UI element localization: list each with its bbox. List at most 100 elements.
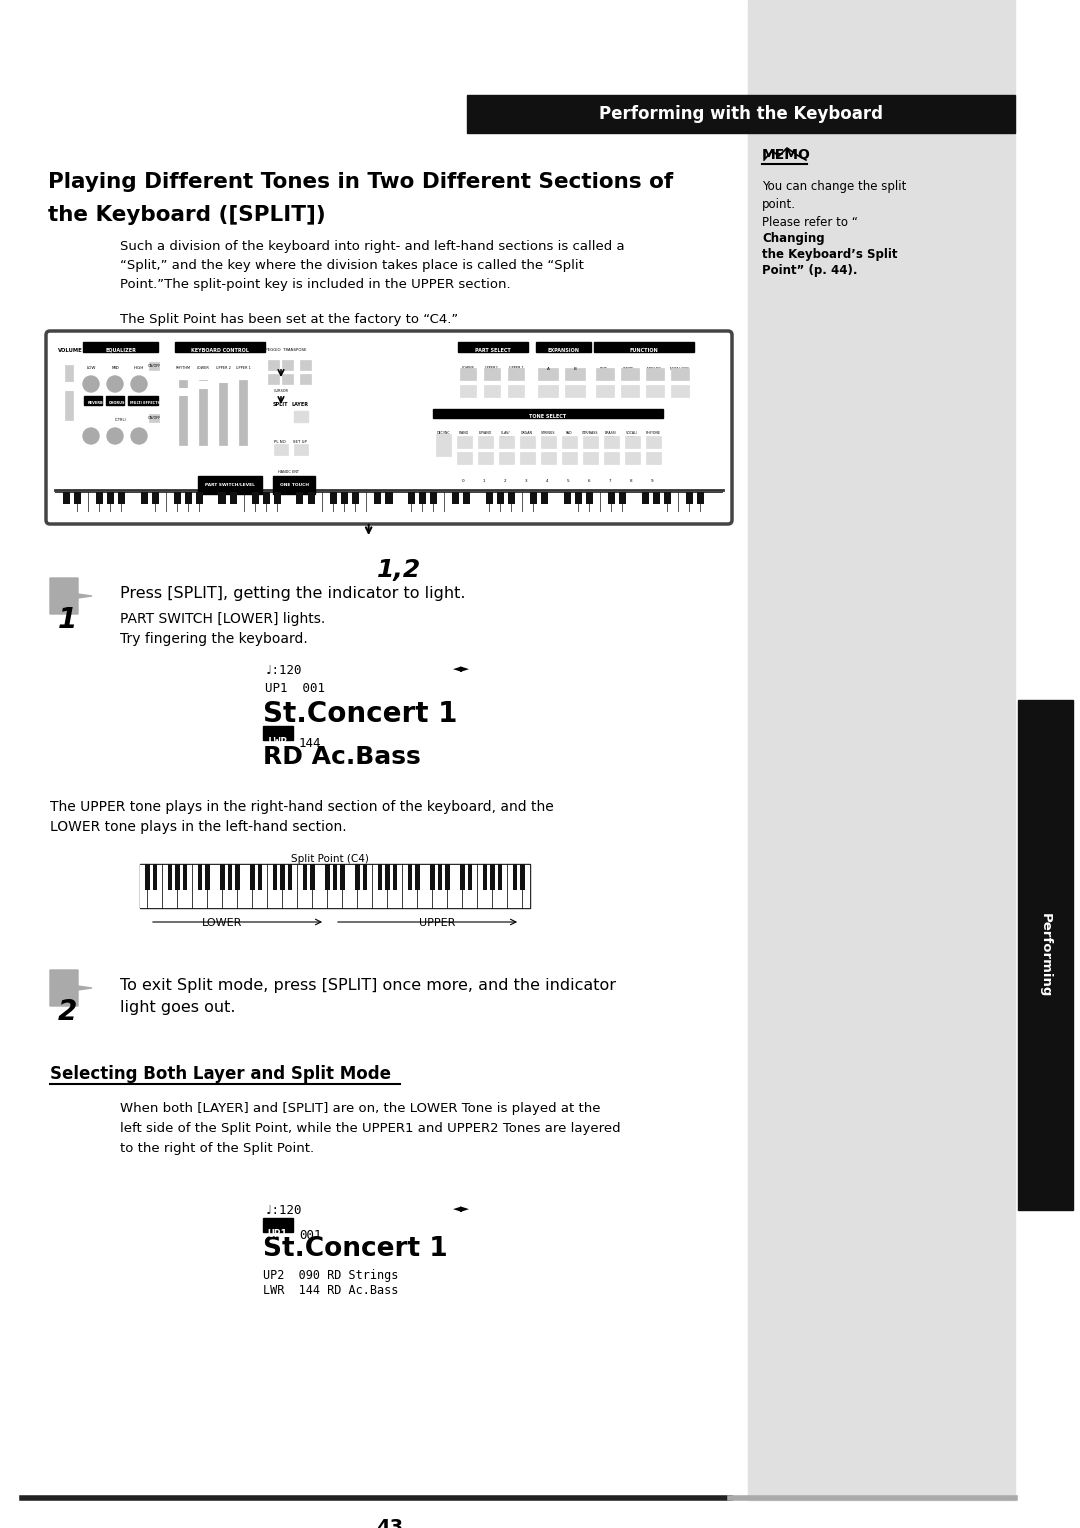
Text: TONE SELECT: TONE SELECT xyxy=(529,414,567,419)
Bar xyxy=(664,492,671,504)
Bar xyxy=(149,414,159,422)
Bar xyxy=(177,388,189,396)
Bar xyxy=(200,492,211,512)
Bar xyxy=(133,492,144,512)
Bar xyxy=(378,492,389,512)
Text: LOWER: LOWER xyxy=(461,367,474,370)
Bar xyxy=(621,385,639,397)
Bar xyxy=(594,342,694,351)
Text: ARPEGGIO  TRANSPOSE: ARPEGGIO TRANSPOSE xyxy=(260,348,307,351)
Bar xyxy=(625,452,640,465)
Bar xyxy=(323,492,333,512)
Bar xyxy=(230,492,237,504)
Bar xyxy=(678,492,689,512)
Bar xyxy=(282,374,293,384)
Bar xyxy=(498,863,502,891)
Bar xyxy=(65,365,73,420)
Text: MULTI EFFECTS: MULTI EFFECTS xyxy=(130,400,160,405)
Text: PIANO: PIANO xyxy=(459,431,469,435)
Text: 43: 43 xyxy=(377,1517,404,1528)
Text: 144: 144 xyxy=(299,736,322,750)
Bar xyxy=(272,863,278,891)
Bar xyxy=(619,492,626,504)
Bar xyxy=(355,863,360,891)
Bar xyxy=(395,865,402,908)
Bar xyxy=(333,863,337,891)
Text: LOWER: LOWER xyxy=(202,918,243,927)
Bar xyxy=(67,492,77,512)
Text: FUNCTION: FUNCTION xyxy=(630,348,659,353)
Text: The Split Point has been set at the factory to “C4.”: The Split Point has been set at the fact… xyxy=(120,313,458,325)
Circle shape xyxy=(131,428,147,445)
Bar xyxy=(350,865,357,908)
Text: 1: 1 xyxy=(483,478,485,483)
Text: E.PIANO: E.PIANO xyxy=(478,431,491,435)
Bar xyxy=(457,452,472,465)
Bar xyxy=(436,434,451,455)
Text: Please refer to “: Please refer to “ xyxy=(762,215,858,229)
Bar xyxy=(408,492,415,504)
Text: The UPPER tone plays in the right-hand section of the keyboard, and the: The UPPER tone plays in the right-hand s… xyxy=(50,801,554,814)
Text: Try fingering the keyboard.: Try fingering the keyboard. xyxy=(120,633,308,646)
Text: ONE TOUCH: ONE TOUCH xyxy=(280,483,309,487)
Bar xyxy=(418,865,424,908)
Circle shape xyxy=(83,376,99,393)
Bar xyxy=(63,382,75,390)
Bar xyxy=(357,865,365,908)
Bar xyxy=(171,865,177,908)
Text: B: B xyxy=(573,367,577,371)
Bar xyxy=(541,452,556,465)
Text: ENTER: ENTER xyxy=(437,445,448,448)
Bar xyxy=(73,492,81,504)
Bar xyxy=(219,380,227,445)
Text: 8: 8 xyxy=(630,478,632,483)
Bar xyxy=(590,492,600,512)
Text: PART SWITCH/LEVEL: PART SWITCH/LEVEL xyxy=(205,483,255,487)
Bar xyxy=(156,865,162,908)
Bar xyxy=(478,435,492,448)
Bar xyxy=(530,492,537,504)
Bar xyxy=(314,361,325,370)
Text: PART SELECT: PART SELECT xyxy=(475,348,511,353)
Text: ORGAN: ORGAN xyxy=(521,431,534,435)
Text: 1: 1 xyxy=(58,607,78,634)
Text: PAD: PAD xyxy=(566,431,572,435)
Bar xyxy=(538,368,558,380)
Bar xyxy=(111,492,121,512)
Bar xyxy=(218,492,226,504)
Bar xyxy=(302,863,308,891)
Bar xyxy=(426,865,432,908)
Bar xyxy=(686,492,693,504)
Text: ON/OFF: ON/OFF xyxy=(147,364,161,368)
Text: STRINGS: STRINGS xyxy=(541,431,555,435)
Bar xyxy=(434,492,444,512)
Text: You can change the split: You can change the split xyxy=(762,180,906,193)
Text: ♩:120: ♩:120 xyxy=(265,1204,302,1216)
Bar xyxy=(448,865,455,908)
Bar xyxy=(321,865,327,908)
Text: RD Ac.Bass: RD Ac.Bass xyxy=(264,746,421,769)
Bar xyxy=(407,863,413,891)
Circle shape xyxy=(131,376,147,393)
Bar xyxy=(257,863,262,891)
Text: GTR/BASS: GTR/BASS xyxy=(582,431,598,435)
Text: Performing with the Keyboard: Performing with the Keyboard xyxy=(599,105,883,122)
Bar xyxy=(325,863,330,891)
Text: CLAV/
WALLET: CLAV/ WALLET xyxy=(499,431,513,440)
Text: (CTRL): (CTRL) xyxy=(116,419,127,422)
Bar xyxy=(623,492,634,512)
Text: SET UP: SET UP xyxy=(293,440,307,445)
Bar xyxy=(122,492,133,512)
Bar xyxy=(712,492,723,512)
Bar xyxy=(600,492,611,512)
Bar xyxy=(260,865,267,908)
Bar xyxy=(378,863,382,891)
Circle shape xyxy=(83,428,99,445)
Bar xyxy=(329,492,337,504)
Text: UP1: UP1 xyxy=(268,1229,288,1239)
Bar xyxy=(178,865,185,908)
Bar xyxy=(470,98,1012,130)
Bar xyxy=(564,492,570,504)
Text: EQUALIZER: EQUALIZER xyxy=(106,348,136,353)
Bar xyxy=(313,865,320,908)
